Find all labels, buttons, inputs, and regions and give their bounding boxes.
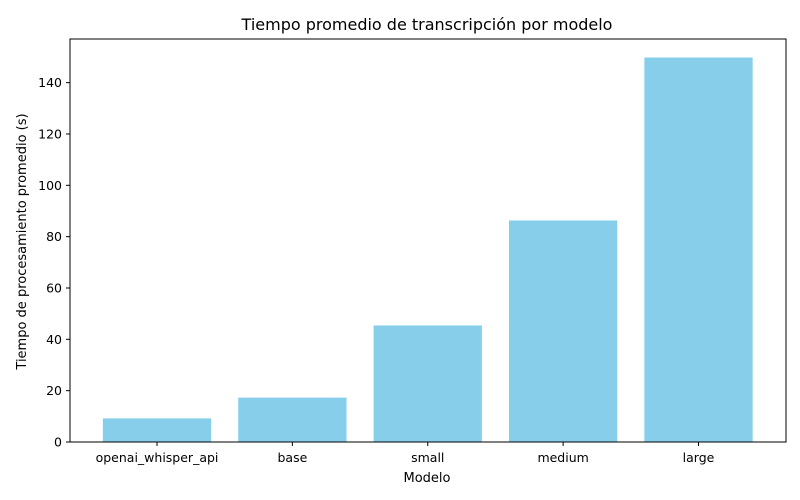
x-tick-label: medium bbox=[537, 450, 588, 465]
x-tick-label: small bbox=[411, 450, 444, 465]
bar-large bbox=[644, 57, 753, 442]
y-tick-label: 100 bbox=[38, 178, 62, 193]
chart-title: Tiempo promedio de transcripción por mod… bbox=[241, 15, 613, 34]
x-tick-label: large bbox=[683, 450, 715, 465]
y-tick-label: 80 bbox=[46, 229, 62, 244]
bars-group bbox=[102, 57, 753, 442]
bar-small bbox=[373, 325, 482, 442]
y-tick-label: 20 bbox=[46, 383, 62, 398]
plot-frame bbox=[69, 38, 787, 443]
y-tick-label: 40 bbox=[46, 332, 62, 347]
y-tick-label: 0 bbox=[54, 435, 62, 450]
y-axis-label: Tiempo de procesamiento promedio (s) bbox=[15, 113, 30, 370]
x-tick-label: base bbox=[277, 450, 307, 465]
x-axis: openai_whisper_api base small medium large bbox=[96, 442, 715, 465]
x-tick-label: openai_whisper_api bbox=[96, 450, 219, 465]
bar-medium bbox=[508, 220, 618, 442]
y-tick-label: 60 bbox=[46, 280, 62, 295]
y-axis: 0 20 40 60 80 100 120 140 bbox=[38, 75, 70, 450]
bar-base bbox=[238, 397, 347, 442]
y-tick-label: 120 bbox=[38, 126, 62, 141]
x-axis-label: Modelo bbox=[404, 471, 451, 486]
bar-openai_whisper_api bbox=[102, 418, 212, 442]
y-tick-label: 140 bbox=[38, 75, 62, 90]
